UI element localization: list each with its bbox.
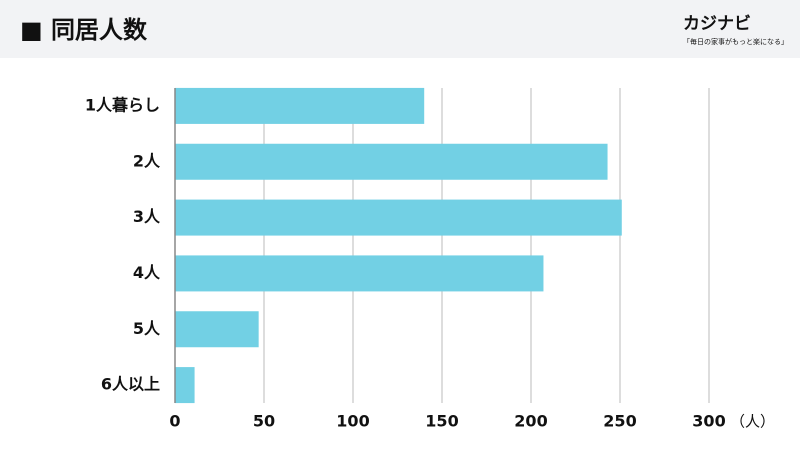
header-band (0, 0, 800, 58)
y-tick-label: 1人暮らし (85, 95, 160, 114)
bar (175, 367, 195, 404)
tagline: 「毎日の家事がもっと楽になる」 (683, 37, 788, 46)
x-tick-label: 250 (603, 412, 636, 431)
x-tick-label: 200 (514, 412, 547, 431)
x-tick-label: 50 (253, 412, 275, 431)
y-tick-label: 6人以上 (101, 375, 160, 394)
brand: カジナビ (683, 14, 751, 34)
bar (175, 255, 544, 292)
x-tick-label: 300 (692, 412, 725, 431)
bar (175, 87, 425, 124)
x-tick-label: 100 (336, 412, 369, 431)
chart-title: ■ 同居人数 (20, 16, 148, 44)
y-tick-label: 3人 (133, 207, 161, 226)
y-tick-label: 4人 (133, 263, 161, 282)
y-tick-label: 5人 (133, 319, 161, 338)
bar (175, 199, 622, 236)
bar (175, 311, 259, 348)
bar (175, 143, 608, 180)
x-tick-label: 150 (425, 412, 458, 431)
x-tick-label: 0 (169, 412, 180, 431)
y-tick-label: 2人 (133, 151, 161, 170)
x-axis-label: （人） (730, 413, 775, 431)
